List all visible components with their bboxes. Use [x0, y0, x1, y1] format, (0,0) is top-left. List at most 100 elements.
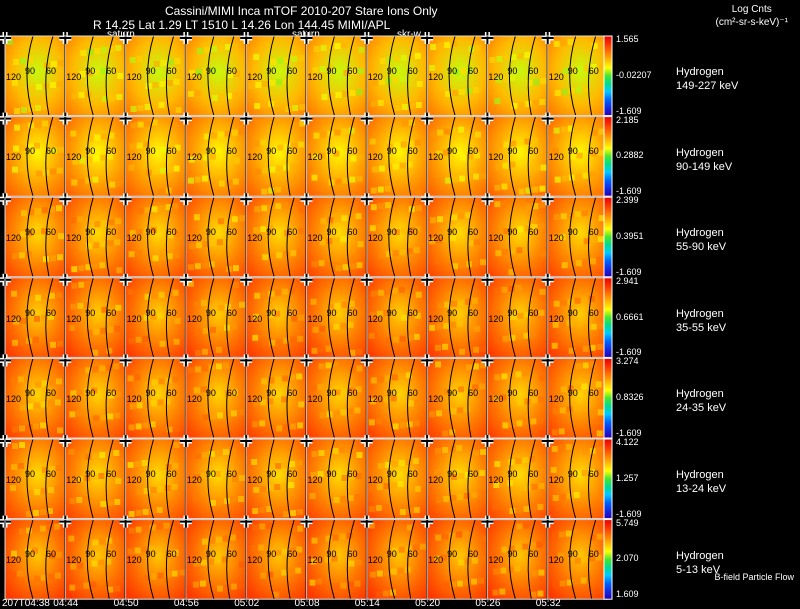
heatmap-pixel	[502, 249, 509, 256]
heatmap-pixel	[48, 313, 54, 320]
heatmap-pixel	[341, 301, 348, 308]
contour-line	[588, 438, 597, 519]
contour-label-120: 120	[126, 313, 142, 324]
contour-label-60: 60	[106, 227, 117, 237]
heatmap-pixel	[201, 262, 208, 269]
heatmap-pixel	[480, 259, 487, 266]
contour-label-60: 60	[166, 388, 177, 399]
heatmap-pixel	[452, 176, 459, 183]
heatmap-pixel	[222, 535, 229, 542]
heatmap-pixel	[318, 346, 325, 353]
heatmap-pixel	[27, 403, 33, 410]
colorbar-mid: 0.6661	[616, 311, 644, 322]
contour-label-90: 90	[447, 549, 458, 560]
heatmap-pixel	[317, 557, 324, 564]
heatmap-pixel	[86, 70, 93, 76]
heatmap-pixel	[91, 560, 98, 567]
contour-label-90: 90	[326, 227, 337, 237]
heatmap-pixel	[466, 88, 473, 94]
contour-label-90: 90	[386, 146, 397, 157]
time-label: 04:44	[53, 598, 79, 609]
contour-line	[569, 519, 577, 600]
heatmap-pixel	[26, 424, 32, 431]
heatmap-pixel	[35, 121, 41, 128]
heatmap-pixel	[127, 375, 134, 382]
heatmap-pixel	[412, 544, 419, 551]
heatmap-pixel	[376, 310, 383, 317]
heatmap-pixel	[473, 346, 480, 353]
heatmap-pixel	[583, 151, 590, 158]
heatmap-pixel	[450, 321, 457, 328]
contour-line	[207, 116, 215, 197]
heatmap-pixel	[275, 289, 282, 296]
heatmap-pixel	[12, 426, 18, 433]
heatmap-pixel	[28, 209, 34, 216]
heatmap-pixel	[217, 131, 224, 138]
contour-label-120: 120	[307, 474, 323, 485]
colorbar-max: 5.749	[616, 517, 639, 528]
heatmap-cell	[5, 519, 65, 600]
contour-label-90: 90	[447, 468, 458, 479]
heatmap-pixel	[413, 247, 420, 254]
heatmap-pixel	[580, 491, 587, 497]
heatmap-pixel	[566, 579, 573, 586]
heatmap-pixel	[159, 254, 166, 261]
heatmap-pixel	[598, 42, 605, 48]
heatmap-pixel	[90, 581, 97, 588]
heatmap-pixel	[259, 420, 266, 427]
heatmap-pixel	[71, 179, 78, 186]
heatmap-cell	[246, 439, 306, 519]
heatmap-pixel	[260, 399, 267, 406]
heatmap-pixel	[172, 203, 179, 210]
contour-label-90: 90	[567, 307, 578, 318]
body-label-skr: skr-w	[397, 29, 421, 40]
heatmap-pixel	[378, 79, 385, 85]
contour-line	[207, 35, 215, 116]
heatmap-pixel	[350, 155, 357, 162]
contour-line	[448, 358, 456, 439]
heatmap-pixel	[356, 452, 363, 458]
heatmap-pixel	[217, 45, 224, 51]
heatmap-pixel	[589, 361, 596, 368]
heatmap-pixel	[480, 449, 487, 455]
contour-label-60: 60	[46, 388, 57, 399]
heatmap-pixel	[129, 230, 136, 237]
heatmap-pixel	[92, 366, 99, 373]
contour-line	[328, 277, 335, 358]
contour-label-60: 60	[287, 307, 298, 318]
contour-line	[226, 438, 235, 519]
heatmap-pixel	[500, 567, 507, 574]
heatmap-cell	[487, 519, 547, 600]
contour-label-120: 120	[66, 313, 82, 324]
contour-label-90: 90	[205, 307, 216, 318]
heatmap-pixel	[324, 470, 331, 476]
heatmap-pixel	[84, 301, 91, 308]
heatmap-pixel	[414, 139, 421, 146]
heatmap-pixel	[500, 481, 507, 487]
contour-line	[388, 197, 396, 277]
heatmap-pixel	[203, 133, 210, 140]
heatmap-pixel	[229, 534, 236, 541]
heatmap-pixel	[510, 140, 517, 147]
contour-label-90: 90	[326, 388, 337, 399]
heatmap-pixel	[354, 494, 361, 500]
contour-label-60: 60	[287, 468, 298, 479]
heatmap-pixel	[298, 228, 305, 235]
heatmap-pixel	[392, 423, 399, 430]
contour-label-60: 60	[528, 468, 539, 479]
heatmap-pixel	[576, 66, 583, 72]
heatmap-pixel	[495, 250, 502, 257]
heatmap-pixel	[276, 79, 283, 85]
contour-line	[328, 197, 335, 277]
heatmap-pixel	[560, 126, 567, 133]
contour-label-90: 90	[205, 65, 216, 76]
contour-line	[86, 197, 94, 277]
heatmap-pixel	[464, 579, 471, 586]
heatmap-pixel	[531, 310, 538, 317]
heatmap-pixel	[102, 96, 109, 102]
heatmap-pixel	[347, 321, 354, 328]
heatmap-pixel	[194, 349, 201, 356]
heatmap-pixel	[209, 326, 216, 333]
heatmap-pixel	[538, 569, 545, 576]
